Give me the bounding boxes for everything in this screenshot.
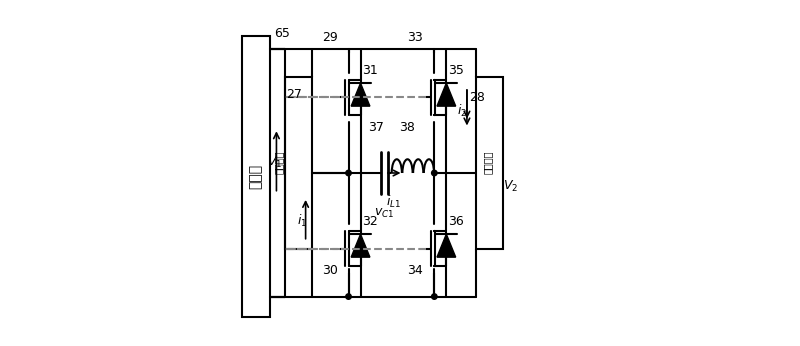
Polygon shape: [351, 234, 370, 257]
Text: 控制器: 控制器: [249, 164, 263, 189]
Polygon shape: [437, 83, 456, 106]
Bar: [475, 77, 503, 248]
Circle shape: [431, 294, 437, 299]
Text: 38: 38: [399, 120, 415, 134]
Text: 34: 34: [407, 264, 423, 277]
Text: 第一电池: 第一电池: [274, 151, 284, 174]
Bar: [242, 36, 270, 317]
Circle shape: [431, 170, 437, 176]
Text: 65: 65: [274, 27, 290, 40]
Circle shape: [346, 170, 351, 176]
Text: $v_{C1}$: $v_{C1}$: [374, 207, 394, 220]
Text: $i_1$: $i_1$: [297, 213, 307, 229]
Text: 37: 37: [368, 120, 384, 134]
Text: $i_{L1}$: $i_{L1}$: [386, 194, 401, 210]
Text: 32: 32: [362, 215, 378, 228]
Text: 28: 28: [470, 91, 485, 104]
Text: $V_2$: $V_2$: [503, 179, 518, 194]
Text: 27: 27: [286, 88, 302, 101]
Text: 30: 30: [322, 264, 338, 277]
Polygon shape: [351, 83, 370, 106]
Polygon shape: [437, 234, 456, 257]
Text: 31: 31: [362, 64, 378, 77]
Bar: [285, 77, 313, 248]
Text: 33: 33: [407, 31, 423, 44]
Text: 35: 35: [448, 64, 464, 77]
Circle shape: [346, 294, 351, 299]
Text: 第二电池: 第二电池: [483, 151, 493, 174]
Text: $V_1$: $V_1$: [266, 155, 282, 170]
Text: 36: 36: [448, 215, 464, 228]
Text: $i_2$: $i_2$: [457, 103, 467, 119]
Text: 29: 29: [322, 31, 338, 44]
